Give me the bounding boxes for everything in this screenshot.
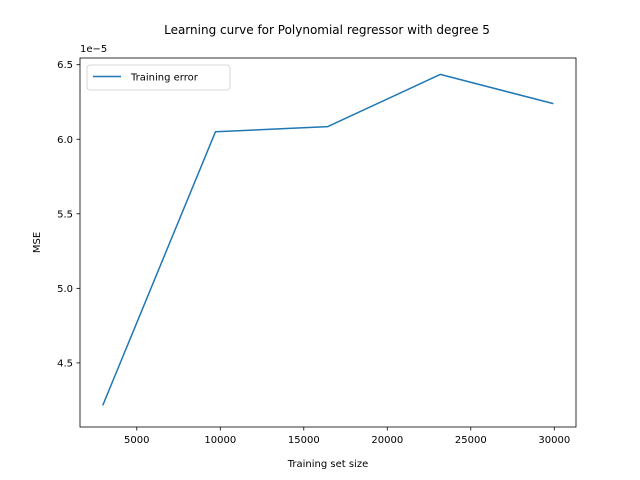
chart-title: Learning curve for Polynomial regressor … bbox=[164, 23, 490, 37]
y-axis-offset-label: 1e−5 bbox=[80, 44, 107, 55]
x-axis-title: Training set size bbox=[287, 459, 369, 470]
y-tick-label: 6.5 bbox=[57, 60, 73, 71]
x-tick-label: 25000 bbox=[455, 435, 487, 446]
x-tick-label: 5000 bbox=[124, 435, 149, 446]
y-axis: 4.5 5.0 5.5 6.0 6.5 bbox=[57, 60, 80, 369]
y-tick-label: 5.0 bbox=[57, 284, 73, 295]
y-tick-label: 4.5 bbox=[57, 358, 73, 369]
plot-area bbox=[102, 73, 554, 406]
y-axis-title: MSE bbox=[32, 232, 43, 253]
x-tick-label: 10000 bbox=[204, 435, 236, 446]
y-tick-label: 5.5 bbox=[57, 209, 73, 220]
y-tick-label: 6.0 bbox=[57, 135, 73, 146]
x-axis: 5000 10000 15000 20000 25000 30000 bbox=[124, 427, 570, 446]
legend: Training error bbox=[86, 64, 231, 91]
series-line-training-error bbox=[102, 73, 554, 406]
x-tick-label: 30000 bbox=[538, 435, 570, 446]
x-tick-label: 15000 bbox=[288, 435, 320, 446]
x-tick-label: 20000 bbox=[371, 435, 403, 446]
axes-frame bbox=[79, 57, 577, 428]
legend-box bbox=[86, 64, 231, 91]
legend-entry-training-error: Training error bbox=[130, 73, 199, 84]
